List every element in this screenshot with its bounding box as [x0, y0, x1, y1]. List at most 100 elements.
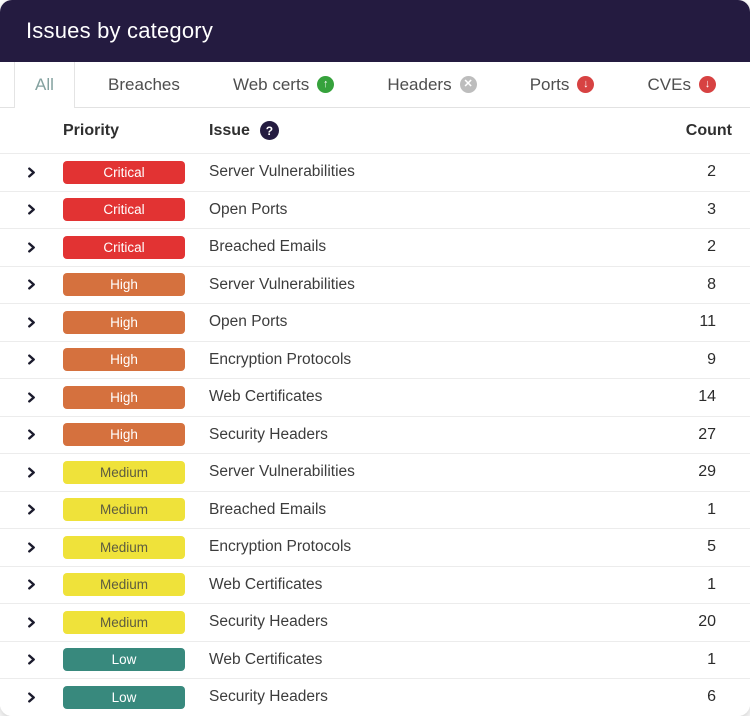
tab-label: All: [35, 75, 54, 94]
table-row: Medium Web Certificates 1: [0, 565, 750, 604]
trend-up-icon: ↑: [317, 76, 335, 93]
table-row: Low Web Certificates 1: [0, 640, 750, 679]
issue-count: 1: [707, 575, 716, 593]
tab-label: Web certs: [232, 74, 310, 94]
tab-headers[interactable]: Headers ✕: [367, 62, 496, 107]
table-row: Medium Server Vulnerabilities 29: [0, 453, 750, 491]
priority-badge: Critical: [63, 160, 185, 184]
priority-badge: Medium: [63, 498, 185, 522]
panel-header: Issues by category: [0, 0, 750, 62]
expand-row-button[interactable]: [0, 154, 63, 191]
chevron-right-icon: [26, 542, 37, 553]
tab-breaches[interactable]: Breaches: [88, 62, 200, 107]
table-row: High Web Certificates 14: [0, 378, 750, 416]
table-row: High Security Headers 27: [0, 415, 750, 454]
issue-count: 5: [707, 538, 716, 556]
expand-row-button[interactable]: [0, 454, 63, 491]
chevron-right-icon: [26, 579, 37, 590]
category-tabs: All Breaches Web certs ↑ Headers ✕ Ports…: [0, 62, 750, 108]
expand-row-button[interactable]: [0, 529, 63, 566]
chevron-right-icon: [26, 242, 37, 253]
table-row: High Server Vulnerabilities 8: [0, 265, 750, 304]
issues-table: Priority Issue ? Count Critical Server V…: [0, 108, 750, 716]
issue-label: Open Ports: [209, 200, 288, 218]
tab-ports[interactable]: Ports ↓: [510, 62, 615, 107]
issue-count: 2: [707, 163, 716, 181]
priority-badge: Medium: [63, 610, 185, 634]
issue-label: Breached Emails: [209, 238, 327, 256]
column-header-count: Count: [685, 121, 732, 139]
expand-row-button[interactable]: [0, 192, 63, 229]
issue-label: Breached Emails: [209, 500, 327, 518]
expand-row-button[interactable]: [0, 567, 63, 604]
expand-row-button[interactable]: [0, 229, 63, 266]
priority-badge: Low: [63, 648, 185, 672]
issue-label: Server Vulnerabilities: [209, 275, 355, 293]
column-header-issue: Issue: [209, 121, 250, 139]
chevron-right-icon: [26, 279, 37, 290]
priority-badge: High: [63, 273, 185, 297]
tab-web-certs[interactable]: Web certs ↑: [213, 62, 354, 107]
expand-row-button[interactable]: [0, 304, 63, 341]
tab-label: Headers: [387, 74, 452, 94]
trend-down-icon: ↓: [699, 76, 716, 93]
chevron-right-icon: [26, 204, 37, 215]
chevron-right-icon: [26, 317, 37, 328]
panel-title: Issues by category: [26, 18, 214, 43]
issue-count: 6: [707, 688, 716, 706]
issue-label: Security Headers: [209, 688, 328, 706]
table-row: High Encryption Protocols 9: [0, 340, 750, 379]
table-row: Critical Open Ports 3: [0, 190, 750, 229]
chevron-right-icon: [26, 429, 37, 440]
issue-label: Security Headers: [209, 613, 328, 631]
issue-count: 9: [707, 350, 716, 368]
chevron-right-icon: [26, 654, 37, 665]
issue-label: Server Vulnerabilities: [209, 463, 355, 481]
chevron-right-icon: [26, 167, 37, 178]
table-row: High Open Ports 11: [0, 303, 750, 341]
issue-label: Web Certificates: [209, 575, 323, 593]
help-icon[interactable]: ?: [259, 121, 279, 140]
issue-count: 3: [707, 200, 716, 218]
issue-count: 11: [699, 313, 716, 331]
priority-badge: Medium: [63, 460, 185, 484]
column-header-issue-wrap: Issue ?: [209, 121, 642, 140]
chevron-right-icon: [26, 692, 37, 703]
expand-row-button[interactable]: [0, 379, 63, 416]
tab-cves[interactable]: CVEs ↓: [628, 62, 736, 107]
issue-label: Encryption Protocols: [209, 538, 352, 556]
expand-row-button[interactable]: [0, 342, 63, 379]
tab-label: Ports: [529, 74, 570, 94]
priority-badge: High: [63, 310, 185, 334]
priority-badge: Critical: [63, 198, 185, 222]
issue-count: 14: [698, 388, 716, 406]
issue-label: Encryption Protocols: [209, 350, 352, 368]
table-row: Medium Security Headers 20: [0, 603, 750, 641]
chevron-right-icon: [26, 617, 37, 628]
trend-down-icon: ↓: [577, 76, 595, 93]
expand-row-button[interactable]: [0, 417, 63, 454]
expand-row-button[interactable]: [0, 267, 63, 304]
table-row: Medium Encryption Protocols 5: [0, 528, 750, 566]
issue-count: 29: [698, 463, 716, 481]
issue-count: 27: [698, 425, 716, 443]
priority-badge: High: [63, 348, 185, 372]
issue-label: Open Ports: [209, 313, 288, 331]
table-row: Low Security Headers 6: [0, 678, 750, 716]
issue-count: 1: [707, 500, 716, 518]
issue-label: Web Certificates: [209, 388, 323, 406]
priority-badge: Medium: [63, 573, 185, 597]
priority-badge: Medium: [63, 535, 185, 559]
expand-row-button[interactable]: [0, 492, 63, 529]
expand-row-button[interactable]: [0, 679, 63, 716]
table-body: Critical Server Vulnerabilities 2 Critic…: [0, 153, 750, 716]
chevron-right-icon: [26, 504, 37, 515]
priority-badge: High: [63, 385, 185, 409]
expand-row-button[interactable]: [0, 604, 63, 641]
tab-label: Breaches: [108, 74, 180, 94]
table-row: Medium Breached Emails 1: [0, 490, 750, 529]
tab-all[interactable]: All: [14, 62, 75, 108]
expand-row-button[interactable]: [0, 642, 63, 679]
dismiss-icon: ✕: [459, 76, 477, 93]
